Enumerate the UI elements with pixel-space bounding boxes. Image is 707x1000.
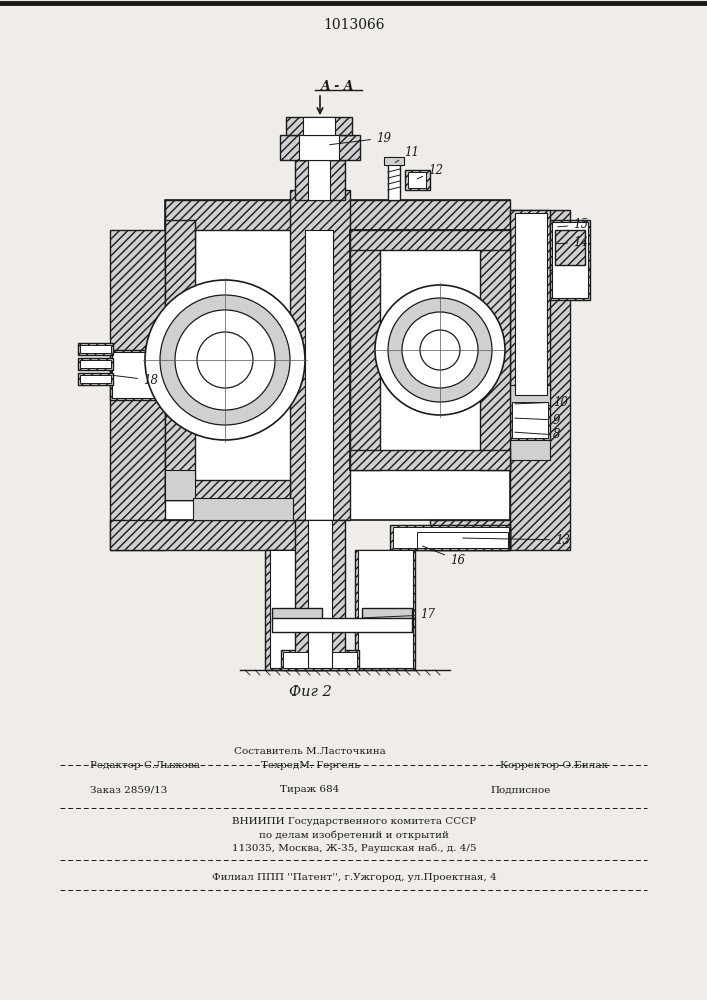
Bar [350,450,510,470]
Text: 13: 13 [463,534,570,546]
Text: 10: 10 [515,395,568,408]
Circle shape [160,295,290,425]
Circle shape [145,280,305,440]
Text: 11: 11 [395,145,419,162]
Bar [165,230,195,270]
Bar [555,230,585,265]
Bar [265,550,325,670]
Circle shape [175,310,275,410]
Bar [550,270,590,300]
Bar [510,400,550,440]
Bar [510,210,550,400]
Bar [78,358,113,370]
Bar [408,172,426,188]
Bar [417,532,508,548]
Bar [430,520,510,550]
Bar [355,550,415,670]
Bar [358,550,413,668]
Text: ВНИИПИ Государственного комитета СССР: ВНИИПИ Государственного комитета СССР [232,818,476,826]
Bar [78,343,113,355]
Text: 19: 19 [329,131,391,145]
Bar [80,360,111,368]
Bar [165,200,510,520]
Text: 8: 8 [515,428,561,442]
Bar [78,373,113,385]
Bar [305,230,333,520]
Bar [308,160,330,200]
Text: Фиг 2: Фиг 2 [288,685,332,699]
Bar [512,402,548,438]
Bar [480,230,510,470]
Text: 18: 18 [112,373,158,386]
Bar [270,550,325,668]
Text: A - A: A - A [321,80,355,93]
Circle shape [420,330,460,370]
Text: Редактор С.Лыжова: Редактор С.Лыжова [90,760,200,770]
Bar [272,618,412,632]
Text: 9: 9 [515,414,561,426]
Bar [283,652,357,668]
Bar [80,345,111,353]
Bar [165,220,195,500]
Bar [350,230,510,250]
Text: 17: 17 [363,608,435,621]
Bar [280,135,360,160]
Bar [165,470,195,500]
Bar [272,608,322,622]
Bar [193,498,293,520]
Bar [388,160,400,200]
Bar [308,520,332,668]
Bar [362,608,412,622]
Text: Составитель М.Ласточкина: Составитель М.Ласточкина [234,748,386,756]
Circle shape [388,298,492,402]
Bar [550,220,590,270]
Circle shape [402,312,478,388]
Bar [299,135,339,160]
Text: 15: 15 [558,219,588,232]
Circle shape [375,285,505,415]
Bar [393,527,509,548]
Bar [515,213,547,395]
Bar [165,200,510,230]
Bar [110,230,165,550]
Text: 16: 16 [423,546,465,566]
Bar [384,157,404,165]
Bar [295,520,345,670]
Bar [286,117,352,135]
Text: 113035, Москва, Ж-35, Раушская наб., д. 4/5: 113035, Москва, Ж-35, Раушская наб., д. … [232,843,477,853]
Bar [112,352,163,398]
Bar [390,525,510,550]
Bar [281,650,359,670]
Bar [510,440,550,460]
Bar [303,117,335,135]
Bar [80,375,111,383]
Text: Тираж 684: Тираж 684 [280,786,339,794]
Text: по делам изобретений и открытий: по делам изобретений и открытий [259,830,449,840]
Text: Подписное: Подписное [490,786,550,794]
Bar [295,160,345,200]
Bar [165,480,290,500]
Bar [350,230,510,470]
Text: 14: 14 [558,235,588,248]
Text: ТехредМ. Гергель: ТехредМ. Гергель [261,760,359,770]
Bar [480,230,510,270]
Bar [110,350,165,400]
Bar [110,520,310,550]
Text: 1013066: 1013066 [323,18,385,32]
Bar [510,210,570,550]
Bar [552,222,588,298]
Text: 12: 12 [418,163,443,179]
Bar [510,385,550,405]
Bar [290,190,350,520]
Bar [415,530,510,550]
Text: Заказ 2859/13: Заказ 2859/13 [90,786,168,794]
Circle shape [197,332,253,388]
Text: Корректор О.Билак: Корректор О.Билак [500,760,608,770]
Text: Филиал ППП ''Патент'', г.Ужгород, ул.Проектная, 4: Филиал ППП ''Патент'', г.Ужгород, ул.Про… [211,874,496,882]
Bar [405,170,430,190]
Bar [350,230,380,470]
Bar [352,232,508,468]
